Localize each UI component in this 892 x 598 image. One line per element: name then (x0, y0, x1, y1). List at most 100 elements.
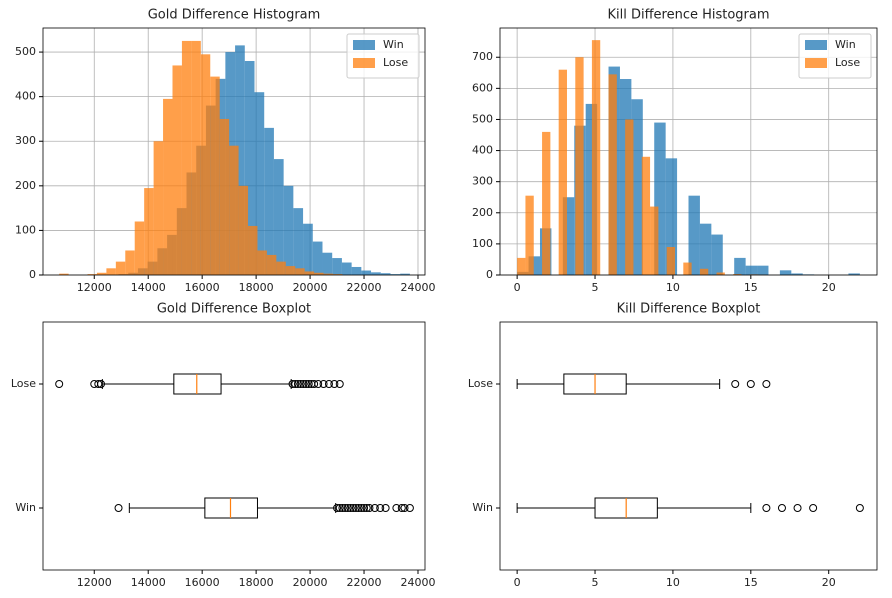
flier (319, 380, 328, 388)
legend-label: Lose (835, 56, 860, 69)
y-tick-label: 100 (472, 237, 493, 250)
flier (338, 504, 347, 512)
histogram-bar (125, 250, 135, 275)
histogram-bar (229, 145, 239, 275)
histogram-bar (711, 234, 723, 275)
histogram-bar (323, 273, 334, 275)
flier (330, 380, 339, 388)
x-tick-label: 0 (514, 576, 521, 589)
x-tick-label: 22000 (347, 281, 382, 294)
chart-title: Gold Difference Boxplot (157, 302, 311, 317)
histogram-bar (248, 225, 258, 275)
y-tick-label: Win (15, 501, 36, 514)
flier (351, 504, 360, 512)
flier (55, 380, 64, 388)
flier (349, 504, 358, 512)
flier (343, 504, 352, 512)
histogram-bar (779, 270, 792, 275)
axes-frame (499, 321, 878, 571)
flier (114, 504, 123, 512)
x-tick-label: 14000 (131, 281, 166, 294)
histogram-bar (650, 206, 659, 275)
histogram-bar (219, 118, 230, 276)
y-tick-label: 400 (15, 90, 36, 103)
histogram-bar (276, 261, 286, 275)
histogram-bar (525, 195, 534, 275)
x-tick-label: 24000 (400, 281, 435, 294)
histogram-bar (371, 272, 381, 275)
flier (855, 504, 864, 512)
histogram-bar (665, 158, 678, 275)
histogram-bar (734, 257, 746, 275)
flier (809, 504, 818, 512)
chart-title: Kill Difference Boxplot (617, 302, 761, 317)
histogram-bar (641, 156, 651, 275)
flier (90, 380, 99, 388)
histogram-bar (562, 197, 575, 275)
y-tick-label: Lose (468, 377, 493, 390)
histogram-bar (400, 273, 410, 275)
histogram-bar (757, 265, 769, 275)
histogram-bar (59, 273, 69, 275)
histogram-bar (585, 103, 598, 275)
x-tick-label: 18000 (239, 281, 274, 294)
box (204, 497, 258, 519)
histogram-bar (351, 266, 362, 275)
histogram-bar (191, 40, 201, 276)
flier (302, 380, 311, 388)
histogram-bar (528, 256, 540, 275)
flier (314, 380, 323, 388)
chart-title: Gold Difference Histogram (148, 8, 321, 23)
x-tick-label: 20000 (293, 576, 328, 589)
flier (731, 380, 740, 388)
histogram-bar (254, 92, 265, 275)
histogram-bar (153, 141, 164, 275)
histogram-bar (745, 265, 758, 275)
histogram-bar (591, 40, 601, 276)
flier (335, 380, 344, 388)
x-tick-label: 5 (592, 576, 599, 589)
histogram-bar (210, 76, 220, 275)
histogram-bar (322, 252, 333, 275)
x-tick-label: 10 (666, 281, 680, 294)
histogram-bar (361, 270, 372, 275)
x-tick-label: 16000 (185, 281, 220, 294)
flier (354, 504, 363, 512)
histogram-bar (303, 223, 313, 275)
histogram-bar (244, 60, 255, 275)
histogram-bar (257, 250, 267, 275)
histogram-bar (293, 208, 304, 275)
flier (296, 380, 305, 388)
histogram-bar (390, 274, 401, 275)
flier (762, 504, 771, 512)
histogram-bar (87, 274, 97, 275)
y-tick-label: 500 (15, 45, 36, 58)
histogram-bar (304, 271, 315, 275)
histogram-bar (238, 185, 249, 275)
x-tick-label: 24000 (400, 576, 435, 589)
histogram-bar (848, 273, 860, 275)
y-tick-label: 300 (15, 134, 36, 147)
axes-frame (42, 321, 426, 571)
y-tick-label: 200 (472, 206, 493, 219)
histogram-bar (654, 122, 666, 275)
flier (376, 504, 385, 512)
flier (94, 380, 103, 388)
x-tick-label: 15 (744, 576, 758, 589)
legend-swatch (805, 40, 827, 50)
histogram-bar (575, 57, 584, 275)
chart-title: Kill Difference Histogram (607, 8, 769, 23)
box (173, 373, 222, 395)
flier (288, 380, 297, 388)
histogram-bar (134, 221, 145, 275)
legend-swatch (353, 58, 375, 68)
flier (360, 504, 369, 512)
flier (324, 380, 333, 388)
flier (335, 504, 344, 512)
flier (762, 380, 771, 388)
flier (777, 504, 786, 512)
y-tick-label: 700 (472, 50, 493, 63)
histogram-bar (172, 65, 182, 275)
flier (381, 504, 390, 512)
